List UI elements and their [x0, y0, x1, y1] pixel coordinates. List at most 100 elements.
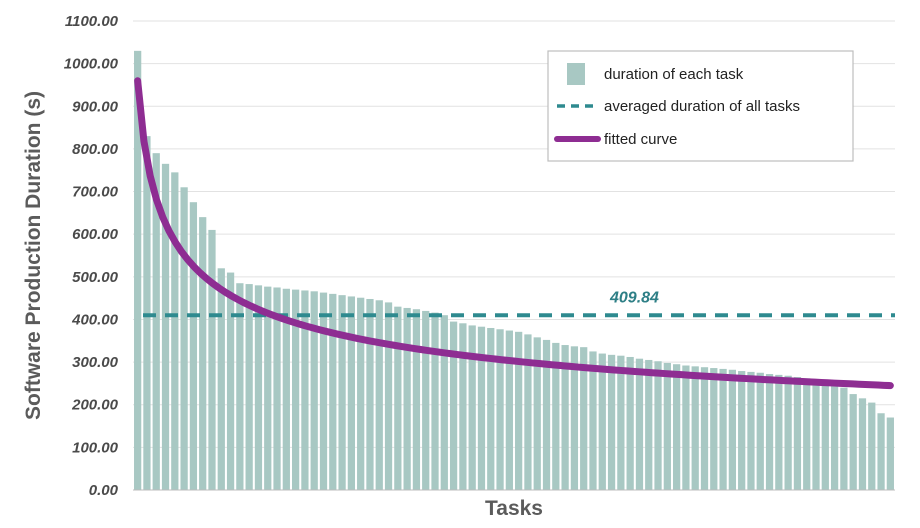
bar: [803, 378, 811, 490]
y-tick-labels: 0.00 100.00 200.00 300.00 400.00 500.00 600.00…: [64, 13, 119, 499]
bar: [449, 321, 458, 490]
bar: [338, 295, 346, 490]
bar: [217, 268, 225, 490]
y-axis-title: Software Production Duration (s): [22, 91, 45, 420]
bar: [580, 347, 588, 490]
bar: [319, 292, 328, 490]
y-tick-label: 1100.00: [65, 13, 119, 30]
bar: [236, 283, 244, 490]
bar: [533, 337, 541, 490]
bar: [264, 286, 272, 490]
y-tick-label: 800.00: [72, 141, 119, 158]
bar: [830, 384, 839, 490]
bar: [254, 285, 263, 490]
bar: [394, 306, 402, 490]
bar: [691, 366, 699, 490]
bar: [431, 312, 439, 490]
bar: [542, 339, 551, 490]
bar: [793, 377, 802, 490]
bar: [477, 326, 486, 490]
bars: [134, 50, 894, 491]
legend-label-average: averaged duration of all tasks: [604, 98, 800, 115]
average-line-label: 409.84: [609, 289, 659, 306]
bar: [858, 398, 867, 490]
bar: [403, 307, 411, 490]
bar: [440, 315, 448, 490]
bar: [710, 368, 718, 490]
bar: [775, 374, 783, 490]
bar: [505, 330, 513, 490]
bar: [552, 342, 560, 490]
y-tick-label: 200.00: [71, 397, 119, 414]
bar: [292, 289, 300, 490]
bar: [886, 417, 894, 490]
bar: [626, 356, 634, 490]
y-tick-label: 600.00: [72, 226, 119, 243]
bar: [561, 345, 569, 490]
bar: [635, 358, 644, 490]
bar: [384, 302, 393, 490]
bar: [645, 359, 653, 490]
bar: [412, 309, 421, 490]
y-tick-label: 300.00: [72, 354, 119, 371]
bar: [226, 272, 235, 490]
bar: [208, 229, 216, 491]
bar: [357, 297, 365, 490]
y-tick-label: 900.00: [72, 98, 119, 115]
bar: [589, 351, 597, 490]
bar: [347, 296, 355, 490]
fitted-curve: [134, 77, 894, 390]
bar: [719, 368, 727, 490]
bar: [422, 310, 430, 490]
bar: [700, 367, 709, 490]
y-tick-label: 400.00: [71, 311, 119, 328]
bar: [570, 346, 579, 490]
bar: [617, 355, 625, 490]
bar: [171, 172, 179, 491]
bar: [189, 202, 198, 490]
bar: [868, 402, 876, 490]
bar: [747, 371, 755, 490]
legend-label-curve: fitted curve: [604, 131, 677, 148]
bar: [496, 329, 504, 490]
bar: [682, 365, 690, 490]
bar: [738, 371, 746, 490]
y-tick-label: 700.00: [72, 184, 119, 201]
y-tick-label: 500.00: [72, 269, 119, 286]
bar: [245, 284, 253, 490]
bar: [468, 325, 476, 490]
bar: [877, 413, 885, 490]
bar: [310, 291, 318, 490]
bar: [654, 361, 662, 490]
bar: [161, 163, 170, 490]
x-axis-title: Tasks: [485, 497, 543, 520]
bar: [784, 375, 792, 490]
bar: [375, 300, 383, 490]
legend-bar-swatch: [567, 63, 585, 85]
bar: [849, 394, 857, 490]
bar: [366, 298, 374, 490]
bar: [756, 372, 764, 490]
bar: [515, 331, 523, 490]
bar: [607, 354, 616, 490]
bar: [821, 381, 829, 490]
bar: [459, 323, 467, 490]
bar: [598, 353, 606, 490]
bar: [301, 290, 309, 490]
legend-box: [547, 50, 854, 162]
legend: duration of each task averaged duration …: [547, 50, 854, 162]
bar: [728, 369, 736, 490]
bar: [840, 387, 848, 490]
bar: [143, 136, 151, 490]
bar: [273, 287, 281, 490]
legend-label-bars: duration of each task: [604, 66, 744, 83]
bar: [663, 362, 671, 490]
bar: [524, 334, 532, 490]
bar: [199, 217, 207, 490]
y-tick-label: 0.00: [89, 482, 119, 499]
y-tick-label: 1000.00: [64, 56, 119, 73]
bar: [673, 364, 681, 490]
bar: [812, 380, 820, 490]
bar: [487, 327, 495, 490]
bar: [152, 153, 160, 491]
